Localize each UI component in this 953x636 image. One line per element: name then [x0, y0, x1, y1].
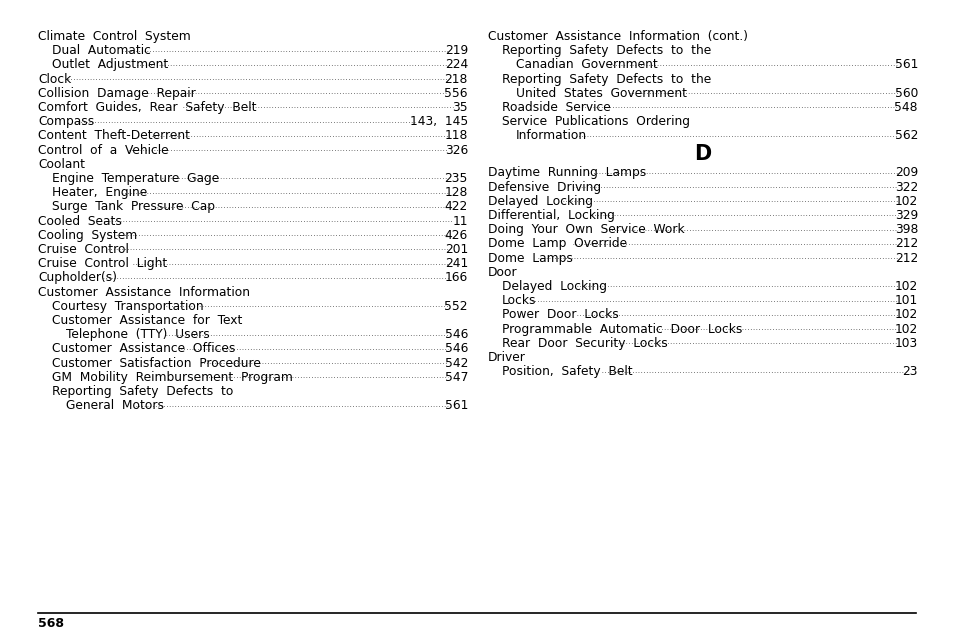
- Text: Climate  Control  System: Climate Control System: [38, 30, 191, 43]
- Text: 166: 166: [444, 272, 468, 284]
- Text: Canadian  Government: Canadian Government: [516, 59, 657, 71]
- Text: 241: 241: [444, 257, 468, 270]
- Text: Position,  Safety  Belt: Position, Safety Belt: [501, 365, 632, 378]
- Text: Door: Door: [488, 266, 517, 279]
- Text: 398: 398: [894, 223, 917, 236]
- Text: D: D: [694, 144, 711, 163]
- Text: Reporting  Safety  Defects  to  the: Reporting Safety Defects to the: [501, 73, 711, 86]
- Text: Service  Publications  Ordering: Service Publications Ordering: [501, 115, 689, 128]
- Text: Cooled  Seats: Cooled Seats: [38, 214, 122, 228]
- Text: Programmable  Automatic  Door  Locks: Programmable Automatic Door Locks: [501, 322, 741, 336]
- Text: Power  Door  Locks: Power Door Locks: [501, 308, 618, 321]
- Text: Telephone  (TTY)  Users: Telephone (TTY) Users: [66, 328, 210, 341]
- Text: Cruise  Control: Cruise Control: [38, 243, 129, 256]
- Text: 568: 568: [38, 617, 64, 630]
- Text: Cupholder(s): Cupholder(s): [38, 272, 117, 284]
- Text: Roadside  Service: Roadside Service: [501, 101, 610, 114]
- Text: 102: 102: [894, 280, 917, 293]
- Text: 322: 322: [894, 181, 917, 193]
- Text: Engine  Temperature  Gage: Engine Temperature Gage: [52, 172, 219, 185]
- Text: Control  of  a  Vehicle: Control of a Vehicle: [38, 144, 169, 156]
- Text: Content  Theft-Deterrent: Content Theft-Deterrent: [38, 129, 190, 142]
- Text: 101: 101: [894, 294, 917, 307]
- Text: 546: 546: [444, 342, 468, 356]
- Text: Heater,  Engine: Heater, Engine: [52, 186, 147, 199]
- Text: Delayed  Locking: Delayed Locking: [488, 195, 593, 208]
- Text: 548: 548: [894, 101, 917, 114]
- Text: Coolant: Coolant: [38, 158, 85, 171]
- Text: 102: 102: [894, 322, 917, 336]
- Text: Customer  Satisfaction  Procedure: Customer Satisfaction Procedure: [52, 357, 260, 370]
- Text: 212: 212: [894, 237, 917, 251]
- Text: 329: 329: [894, 209, 917, 222]
- Text: Reporting  Safety  Defects  to: Reporting Safety Defects to: [52, 385, 233, 398]
- Text: Dual  Automatic: Dual Automatic: [52, 44, 151, 57]
- Text: Information: Information: [516, 129, 586, 142]
- Text: Compass: Compass: [38, 115, 94, 128]
- Text: 542: 542: [444, 357, 468, 370]
- Text: 426: 426: [444, 229, 468, 242]
- Text: 212: 212: [894, 251, 917, 265]
- Text: Customer  Assistance  Offices: Customer Assistance Offices: [52, 342, 235, 356]
- Text: Cooling  System: Cooling System: [38, 229, 137, 242]
- Text: Comfort  Guides,  Rear  Safety  Belt: Comfort Guides, Rear Safety Belt: [38, 101, 256, 114]
- Text: 561: 561: [894, 59, 917, 71]
- Text: 102: 102: [894, 195, 917, 208]
- Text: Daytime  Running  Lamps: Daytime Running Lamps: [488, 167, 645, 179]
- Text: 546: 546: [444, 328, 468, 341]
- Text: Collision  Damage  Repair: Collision Damage Repair: [38, 86, 195, 100]
- Text: 422: 422: [444, 200, 468, 214]
- Text: 118: 118: [444, 129, 468, 142]
- Text: 23: 23: [902, 365, 917, 378]
- Text: Rear  Door  Security  Locks: Rear Door Security Locks: [501, 336, 667, 350]
- Text: GM  Mobility  Reimbursement  Program: GM Mobility Reimbursement Program: [52, 371, 293, 384]
- Text: Clock: Clock: [38, 73, 71, 86]
- Text: 11: 11: [452, 214, 468, 228]
- Text: 201: 201: [444, 243, 468, 256]
- Text: 560: 560: [894, 86, 917, 100]
- Text: 219: 219: [444, 44, 468, 57]
- Text: 547: 547: [444, 371, 468, 384]
- Text: 218: 218: [444, 73, 468, 86]
- Text: Doing  Your  Own  Service  Work: Doing Your Own Service Work: [488, 223, 684, 236]
- Text: Surge  Tank  Pressure  Cap: Surge Tank Pressure Cap: [52, 200, 214, 214]
- Text: 224: 224: [444, 59, 468, 71]
- Text: Customer  Assistance  Information: Customer Assistance Information: [38, 286, 250, 298]
- Text: Courtesy  Transportation: Courtesy Transportation: [52, 300, 203, 313]
- Text: 143,  145: 143, 145: [410, 115, 468, 128]
- Text: 556: 556: [444, 86, 468, 100]
- Text: 103: 103: [894, 336, 917, 350]
- Text: Outlet  Adjustment: Outlet Adjustment: [52, 59, 168, 71]
- Text: Dome  Lamps: Dome Lamps: [488, 251, 572, 265]
- Text: Driver: Driver: [488, 351, 525, 364]
- Text: 326: 326: [444, 144, 468, 156]
- Text: Delayed  Locking: Delayed Locking: [501, 280, 606, 293]
- Text: 35: 35: [452, 101, 468, 114]
- Text: Cruise  Control  Light: Cruise Control Light: [38, 257, 167, 270]
- Text: 102: 102: [894, 308, 917, 321]
- Text: United  States  Government: United States Government: [516, 86, 686, 100]
- Text: 235: 235: [444, 172, 468, 185]
- Text: Customer  Assistance  Information  (cont.): Customer Assistance Information (cont.): [488, 30, 747, 43]
- Text: Defensive  Driving: Defensive Driving: [488, 181, 600, 193]
- Text: 561: 561: [444, 399, 468, 412]
- Text: Reporting  Safety  Defects  to  the: Reporting Safety Defects to the: [501, 44, 711, 57]
- Text: General  Motors: General Motors: [66, 399, 164, 412]
- Text: Dome  Lamp  Override: Dome Lamp Override: [488, 237, 626, 251]
- Text: Locks: Locks: [501, 294, 536, 307]
- Text: 552: 552: [444, 300, 468, 313]
- Text: 209: 209: [894, 167, 917, 179]
- Text: 128: 128: [444, 186, 468, 199]
- Text: Customer  Assistance  for  Text: Customer Assistance for Text: [52, 314, 242, 327]
- Text: Differential,  Locking: Differential, Locking: [488, 209, 615, 222]
- Text: 562: 562: [894, 129, 917, 142]
